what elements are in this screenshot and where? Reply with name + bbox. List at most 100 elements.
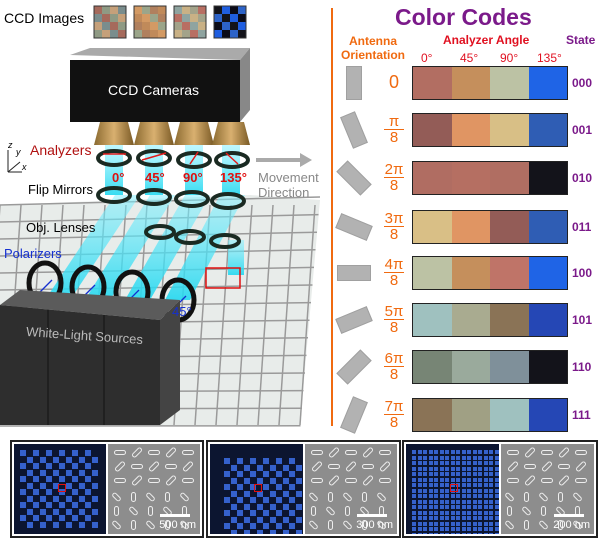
color-code-bar: [412, 113, 568, 147]
color-swatch: [413, 67, 452, 99]
ccd-cameras-label: CCD Cameras: [108, 82, 200, 98]
color-swatch: [413, 211, 452, 243]
color-swatch: [451, 399, 490, 431]
antenna-shape: [335, 306, 373, 334]
state-code: 111: [572, 408, 591, 422]
color-swatch: [451, 67, 490, 99]
movement-label: Direction: [258, 185, 310, 200]
antenna-shape: [336, 349, 372, 385]
color-swatch: [413, 114, 452, 146]
antenna-header-line: Orientation: [340, 48, 405, 62]
color-codes-title: Color Codes: [395, 4, 532, 30]
sample-image-panel: 500 nm: [10, 440, 204, 538]
orientation-fraction: 6π 8: [384, 350, 404, 383]
color-swatch: [490, 67, 529, 99]
scale-label: 300 nm: [356, 519, 393, 531]
angle-header: 90°: [500, 51, 519, 65]
state-code: 010: [572, 171, 593, 185]
light-beams: [45, 145, 245, 300]
color-swatch: [490, 399, 529, 431]
color-swatch: [528, 67, 567, 99]
color-swatch: [413, 162, 452, 194]
color-swatch: [451, 257, 490, 289]
color-code-bar: [412, 398, 568, 432]
scale-bar: [357, 514, 387, 517]
flip-mirrors-label: Flip Mirrors: [28, 182, 93, 197]
axis-z: z: [8, 140, 13, 150]
scale-label: 500 nm: [159, 519, 196, 531]
orientation-fraction: 3π 8: [384, 210, 404, 243]
obj-lenses-label: Obj. Lenses: [26, 220, 96, 235]
sem-image: 500 nm: [108, 444, 200, 534]
color-swatch: [490, 211, 529, 243]
color-swatch: [528, 257, 567, 289]
movement-label: Movement: [258, 170, 319, 185]
color-swatch: [413, 399, 452, 431]
color-swatch: [528, 114, 567, 146]
scale-bar: [160, 514, 190, 517]
antenna-shape: [340, 396, 368, 434]
color-code-bar: [412, 256, 568, 290]
sem-image: 300 nm: [304, 444, 397, 534]
optical-image: [14, 444, 106, 534]
color-swatch: [528, 304, 567, 336]
scale-label: 200 nm: [553, 519, 590, 531]
axis-x: x: [22, 162, 27, 172]
color-swatch: [451, 162, 490, 194]
white-light-sources: [0, 290, 180, 425]
orientation-value: 0: [388, 72, 399, 92]
color-code-bar: [412, 210, 568, 244]
orientation-fraction: 7π 8: [384, 398, 404, 431]
color-swatch: [413, 351, 452, 383]
color-swatch: [490, 351, 529, 383]
color-swatch: [451, 114, 490, 146]
polarizer-angle: 45°: [172, 304, 192, 319]
color-swatch: [528, 399, 567, 431]
antenna-header-line: Antenna: [349, 34, 397, 48]
orientation-fraction: 5π 8: [384, 303, 404, 336]
orientation-fraction: 4π 8: [384, 256, 404, 289]
color-swatch: [451, 211, 490, 243]
analyzers-label: Analyzers: [30, 142, 92, 158]
optical-image: [210, 444, 303, 534]
color-swatch: [528, 211, 567, 243]
analyzer-angle: 135°: [220, 170, 247, 185]
sem-image: 200 nm: [501, 444, 594, 534]
color-swatch: [528, 351, 567, 383]
color-swatch: [490, 114, 529, 146]
ccd-images-label: CCD Images: [4, 10, 85, 26]
analyzer-angle: 90°: [183, 170, 203, 185]
axes-icon: [7, 150, 22, 173]
analyzer-rings: [96, 149, 250, 169]
angle-header: 45°: [460, 51, 479, 65]
state-code: 001: [572, 123, 593, 137]
movement-arrow-icon: [256, 153, 312, 167]
analyzer-angle: 45°: [145, 170, 165, 185]
angle-header: 0°: [421, 51, 433, 65]
antenna-header: Antenna Orientation: [340, 34, 406, 62]
color-swatch: [490, 257, 529, 289]
color-swatch: [413, 257, 452, 289]
setup-schematic: [0, 5, 321, 427]
sample-image-panel: 300 nm: [206, 440, 401, 538]
sample-highlight: [205, 267, 241, 289]
sample-image-panel: 200 nm: [402, 440, 598, 538]
flip-mirrors: [96, 186, 246, 249]
color-swatch: [490, 162, 529, 194]
color-swatch: [451, 304, 490, 336]
analyzer-angle: 0°: [112, 170, 125, 185]
ccd-camera-box: [70, 60, 240, 122]
scale-bar: [554, 514, 584, 517]
color-code-bar: [412, 350, 568, 384]
state-code: 100: [572, 266, 593, 280]
color-code-bar: [412, 66, 568, 100]
camera-lenses: [94, 122, 250, 145]
antenna-shape: [335, 213, 373, 241]
color-code-bar: [412, 303, 568, 337]
color-swatch: [490, 304, 529, 336]
ccd-images: [93, 5, 247, 39]
axis-y: y: [16, 147, 21, 157]
antenna-shape: [346, 66, 362, 100]
antenna-shape: [336, 160, 372, 196]
